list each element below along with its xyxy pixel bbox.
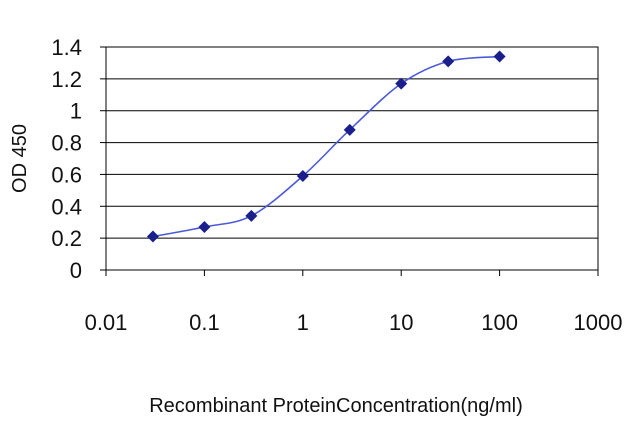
x-tick-label: 0.01 <box>85 310 128 335</box>
y-tick-label: 1.2 <box>51 67 82 92</box>
y-tick-label: 0.8 <box>51 131 82 156</box>
plot-area <box>105 46 599 271</box>
x-tick-label: 0.1 <box>189 310 220 335</box>
series-group <box>146 50 506 243</box>
data-point <box>343 123 356 136</box>
y-tick-label: 0 <box>70 258 82 283</box>
x-tick-label: 1000 <box>574 310 623 335</box>
y-tick-label: 1.4 <box>51 35 82 60</box>
data-point <box>245 209 258 222</box>
y-tick-label: 0.6 <box>51 162 82 187</box>
y-tick-label: 0.4 <box>51 194 82 219</box>
data-point <box>395 77 408 90</box>
grid-lines <box>106 78 598 239</box>
data-point <box>146 230 159 243</box>
x-axis: 0.01 0.1 1 10 100 1000 <box>85 270 623 335</box>
x-tick-label: 10 <box>389 310 413 335</box>
y-axis: 0 0.2 0.4 0.6 0.8 1 1.2 1.4 <box>51 35 106 283</box>
data-point <box>198 220 211 233</box>
y-tick-label: 0.2 <box>51 226 82 251</box>
x-tick-label: 1 <box>297 310 309 335</box>
y-axis-title: OD 450 <box>9 124 31 193</box>
data-point <box>442 55 455 68</box>
y-tick-label: 1 <box>70 99 82 124</box>
data-point <box>493 50 506 63</box>
data-point <box>296 170 309 183</box>
x-axis-title: Recombinant ProteinConcentration(ng/ml) <box>149 395 523 417</box>
x-tick-label: 100 <box>481 310 518 335</box>
series-line <box>152 55 500 238</box>
